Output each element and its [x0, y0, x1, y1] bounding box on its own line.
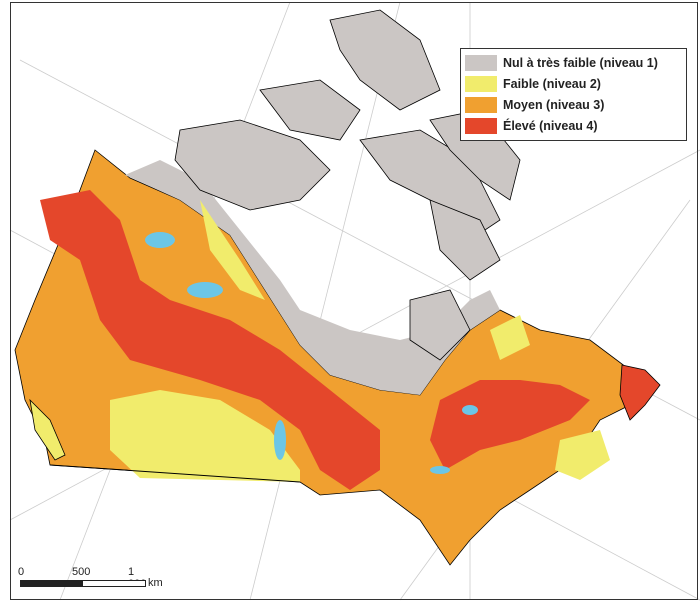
- legend-item: Faible (niveau 2): [465, 74, 682, 94]
- legend-label: Moyen (niveau 3): [503, 98, 605, 112]
- region-eleve: [40, 190, 380, 490]
- region-faible: [490, 315, 530, 360]
- scale-tick: 500: [72, 566, 91, 578]
- lakes: [145, 232, 478, 474]
- legend-label: Faible (niveau 2): [503, 77, 601, 91]
- legend-swatch: [465, 55, 497, 71]
- legend-item: Moyen (niveau 3): [465, 95, 682, 115]
- arctic-islands: [174, 9, 521, 361]
- legend-label: Élevé (niveau 4): [503, 119, 598, 133]
- legend-swatch: [465, 76, 497, 92]
- legend-item: Élevé (niveau 4): [465, 116, 682, 136]
- scale-unit: km: [148, 577, 163, 589]
- region-faible: [29, 398, 66, 461]
- scale-bar-graphic: [20, 580, 146, 587]
- region-eleve: [430, 380, 590, 470]
- legend: Nul à très faible (niveau 1) Faible (niv…: [460, 48, 687, 141]
- region-faible: [110, 390, 300, 482]
- legend-swatch: [465, 97, 497, 113]
- us-border: [49, 464, 301, 483]
- legend-swatch: [465, 118, 497, 134]
- region-nul: [125, 160, 500, 395]
- legend-label: Nul à très faible (niveau 1): [503, 56, 658, 70]
- region-eleve: [619, 364, 661, 421]
- legend-item: Nul à très faible (niveau 1): [465, 53, 682, 73]
- map-frame: [10, 2, 698, 600]
- scale-tick: 0: [18, 566, 25, 578]
- region-faible: [555, 430, 610, 480]
- region-faible: [200, 200, 265, 300]
